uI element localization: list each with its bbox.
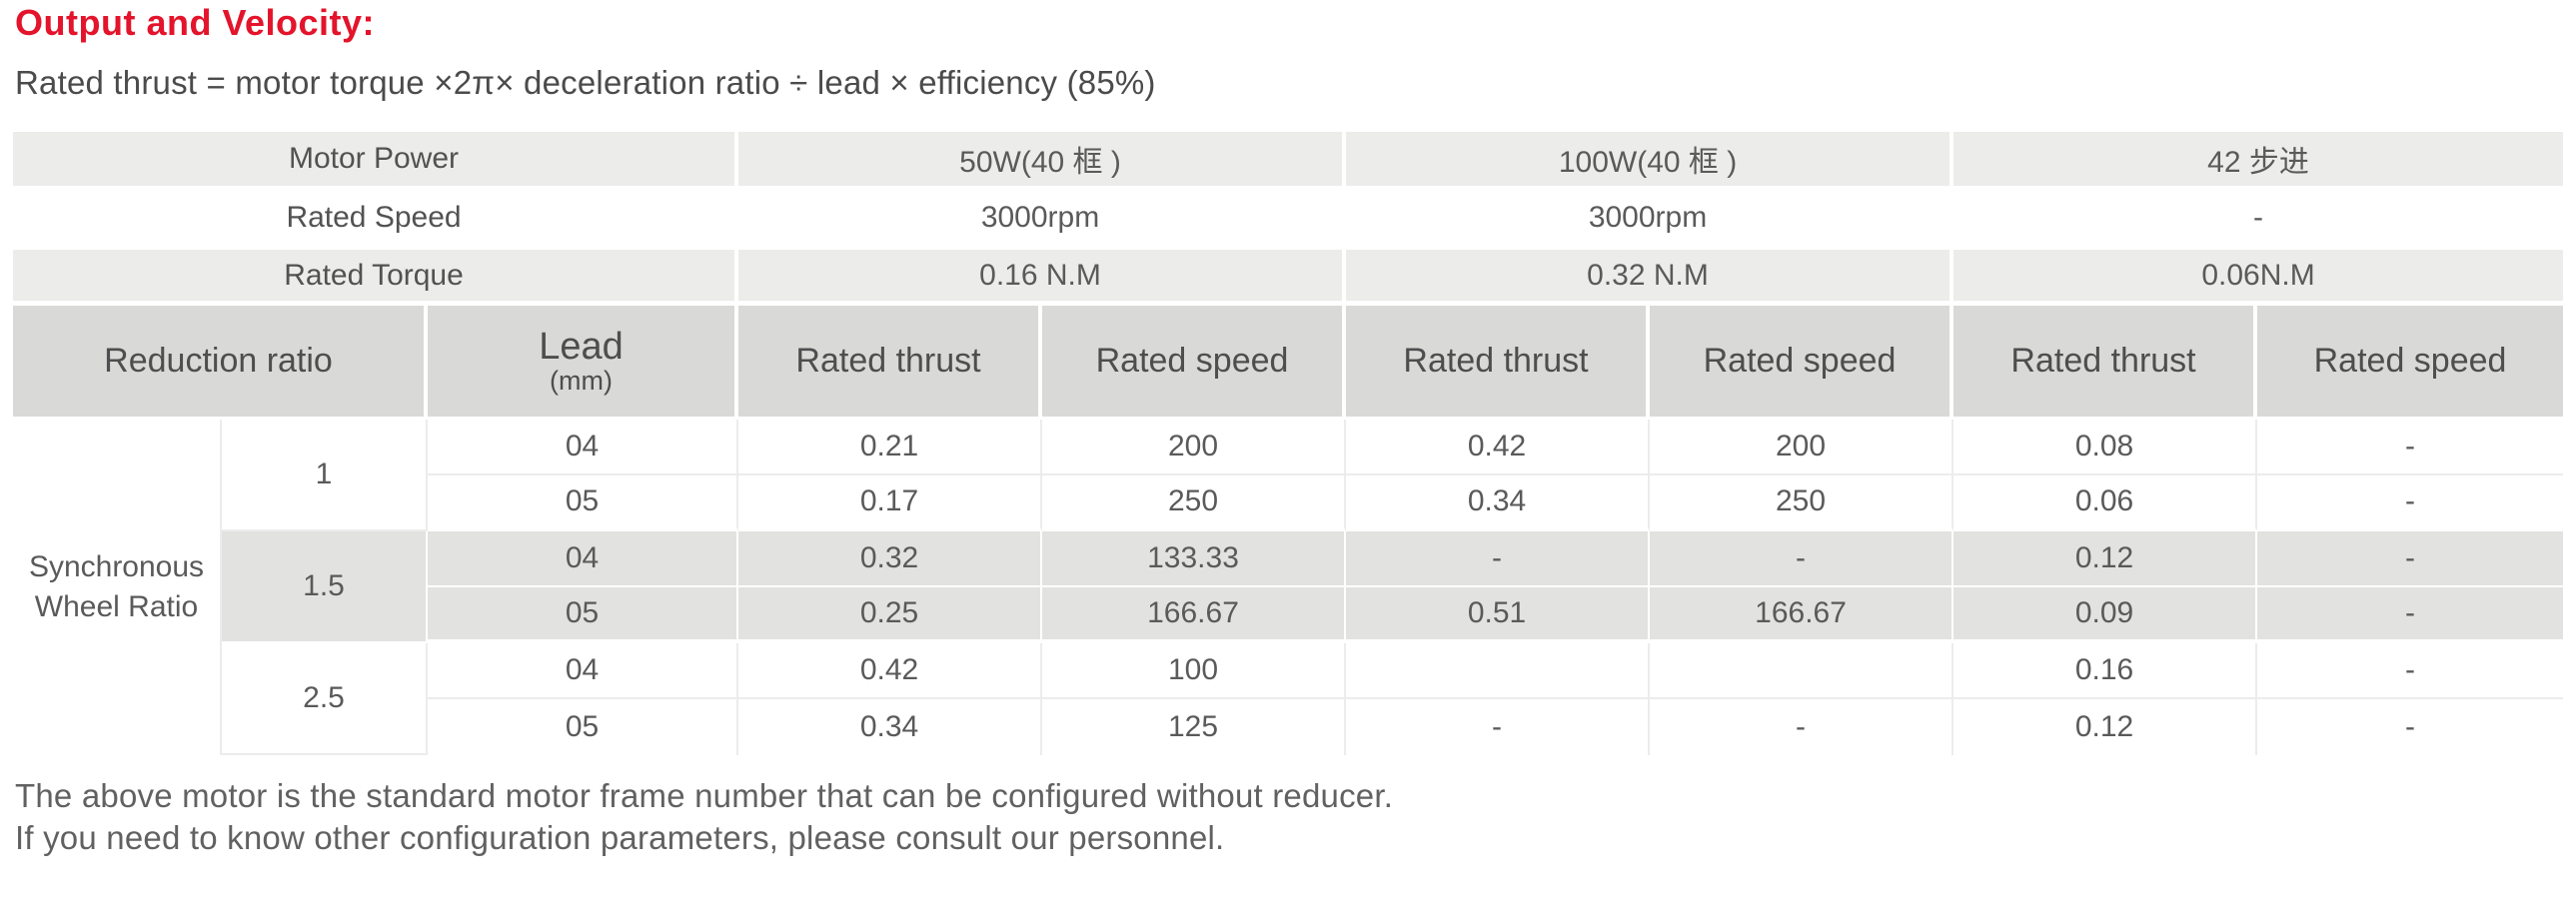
motor-power-label: Motor Power <box>13 132 739 188</box>
rated-speed-stepper: - <box>1953 188 2564 250</box>
motor-power-50w: 50W(40 框 ) <box>738 132 1347 188</box>
header-rated-thrust-stepper: Rated thrust <box>1953 306 2258 420</box>
value-cell: 133.33 <box>1042 531 1347 587</box>
motor-power-100w: 100W(40 框 ) <box>1346 132 1954 188</box>
footer-note-line2: If you need to know other configuration … <box>15 819 1225 856</box>
footer-notes: The above motor is the standard motor fr… <box>15 775 2563 859</box>
value-cell: 0.12 <box>1953 699 2258 755</box>
header-rated-speed-100w: Rated speed <box>1650 306 1954 420</box>
motor-power-stepper: 42 步进 <box>1953 132 2564 188</box>
lead-cell: 05 <box>428 475 739 531</box>
value-cell: 166.67 <box>1650 587 1954 643</box>
page-title: Output and Velocity: <box>15 2 376 43</box>
header-rated-thrust-100w: Rated thrust <box>1346 306 1651 420</box>
value-cell <box>1346 643 1651 699</box>
value-cell: 0.17 <box>738 475 1043 531</box>
rated-speed-row: Rated Speed 3000rpm 3000rpm - <box>13 188 2564 250</box>
value-cell: - <box>1346 531 1651 587</box>
value-cell: - <box>2257 587 2564 643</box>
header-rated-thrust-50w: Rated thrust <box>738 306 1043 420</box>
spec-sheet-page: Output and Velocity: Rated thrust = moto… <box>13 2 2564 859</box>
value-cell: 125 <box>1042 699 1347 755</box>
lead-cell: 05 <box>428 699 739 755</box>
rated-torque-label: Rated Torque <box>13 250 739 306</box>
value-cell: - <box>1650 699 1954 755</box>
value-cell: 0.34 <box>738 699 1043 755</box>
value-cell: - <box>2257 643 2564 699</box>
value-cell: 0.21 <box>738 420 1043 475</box>
table-row-ratio1-lead04: Synchronous Wheel Ratio 1 04 0.21 200 0.… <box>13 420 2564 755</box>
lead-cell: 04 <box>428 643 739 699</box>
rated-speed-50w: 3000rpm <box>738 188 1347 250</box>
ratio-1_5-cell: 1.5 <box>222 531 428 643</box>
header-lead-unit: (mm) <box>550 365 613 396</box>
rated-speed-label: Rated Speed <box>13 188 739 250</box>
value-cell: 0.42 <box>738 643 1043 699</box>
header-rated-speed-stepper: Rated speed <box>2257 306 2564 420</box>
table-row-ratio2_5-lead04: 2.5 04 0.42 100 0.16 - <box>13 643 2564 755</box>
value-cell: 200 <box>1042 420 1347 475</box>
value-cell: 0.51 <box>1346 587 1651 643</box>
table-row-ratio1_5-lead05: 05 0.25 166.67 0.51 166.67 0.09 - <box>13 587 2564 643</box>
value-cell: 0.06 <box>1953 475 2258 531</box>
lead-cell: 04 <box>428 531 739 587</box>
lead-cell: 05 <box>428 587 739 643</box>
value-cell: 166.67 <box>1042 587 1347 643</box>
lead-cell: 04 <box>428 420 739 475</box>
value-cell: - <box>1346 699 1651 755</box>
value-cell: 250 <box>1650 475 1954 531</box>
value-cell: - <box>2257 420 2564 475</box>
value-cell: - <box>2257 699 2564 755</box>
value-cell: 100 <box>1042 643 1347 699</box>
ratio-2_5-cell: 2.5 <box>222 643 428 755</box>
rated-speed-100w: 3000rpm <box>1346 188 1954 250</box>
header-reduction-ratio: Reduction ratio <box>13 306 428 420</box>
value-cell: 0.42 <box>1346 420 1651 475</box>
thrust-formula-text: Rated thrust = motor torque ×2π× deceler… <box>15 64 1156 101</box>
value-cell: - <box>2257 531 2564 587</box>
value-cell: 0.25 <box>738 587 1043 643</box>
value-cell: - <box>2257 475 2564 531</box>
header-lead: Lead (mm) <box>428 306 739 420</box>
value-cell: 250 <box>1042 475 1347 531</box>
value-cell: 0.34 <box>1346 475 1651 531</box>
rated-torque-row: Rated Torque 0.16 N.M 0.32 N.M 0.06N.M <box>13 250 2564 306</box>
rated-torque-stepper: 0.06N.M <box>1953 250 2564 306</box>
value-cell: 0.16 <box>1953 643 2258 699</box>
rated-torque-100w: 0.32 N.M <box>1346 250 1954 306</box>
header-rated-speed-50w: Rated speed <box>1042 306 1347 420</box>
value-cell: 0.08 <box>1953 420 2258 475</box>
output-velocity-table: Motor Power 50W(40 框 ) 100W(40 框 ) 42 步进… <box>13 132 2564 755</box>
row-group-label: Synchronous Wheel Ratio <box>13 420 222 755</box>
value-cell: 0.32 <box>738 531 1043 587</box>
motor-power-row: Motor Power 50W(40 框 ) 100W(40 框 ) 42 步进 <box>13 132 2564 188</box>
value-cell: 0.09 <box>1953 587 2258 643</box>
rated-torque-50w: 0.16 N.M <box>738 250 1347 306</box>
value-cell: 0.12 <box>1953 531 2258 587</box>
table-row-ratio1-lead05: 05 0.17 250 0.34 250 0.06 - <box>13 475 2564 531</box>
column-header-row: Reduction ratio Lead (mm) Rated thrust R… <box>13 306 2564 420</box>
value-cell <box>1650 643 1954 699</box>
header-lead-main: Lead <box>539 326 624 369</box>
footer-note-line1: The above motor is the standard motor fr… <box>15 777 1394 814</box>
value-cell: - <box>1650 531 1954 587</box>
table-row-ratio1_5-lead04: 1.5 04 0.32 133.33 - - 0.12 - <box>13 531 2564 643</box>
ratio-1-cell: 1 <box>222 420 428 531</box>
table-row-ratio2_5-lead05: 05 0.34 125 - - 0.12 - <box>13 699 2564 755</box>
value-cell: 200 <box>1650 420 1954 475</box>
